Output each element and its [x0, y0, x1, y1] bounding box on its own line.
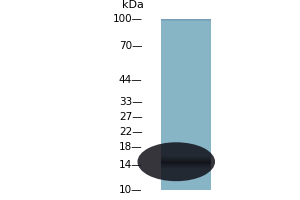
Text: 27—: 27—: [119, 112, 142, 122]
Text: 10—: 10—: [119, 185, 142, 195]
Text: kDa: kDa: [122, 0, 143, 10]
Text: 18—: 18—: [119, 142, 142, 152]
Text: 33—: 33—: [119, 97, 142, 107]
Text: 44—: 44—: [119, 75, 142, 85]
Ellipse shape: [137, 142, 215, 181]
Text: 70—: 70—: [119, 41, 142, 51]
Text: 14—: 14—: [119, 160, 142, 170]
Text: 22—: 22—: [119, 127, 142, 137]
Text: 100—: 100—: [112, 14, 142, 24]
